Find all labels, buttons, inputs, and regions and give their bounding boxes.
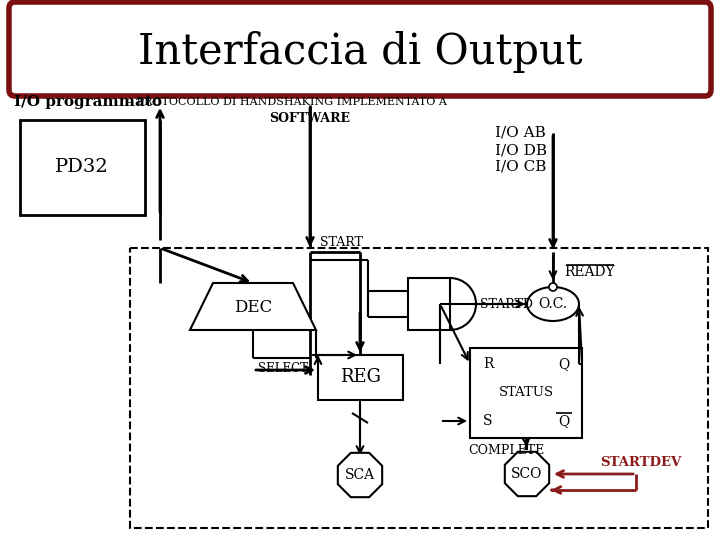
Text: DEC: DEC <box>234 299 272 315</box>
FancyBboxPatch shape <box>9 2 711 96</box>
FancyBboxPatch shape <box>20 120 145 215</box>
Text: SOFTWARE: SOFTWARE <box>269 111 351 125</box>
Text: I/O DB: I/O DB <box>495 143 547 157</box>
Text: I/O CB: I/O CB <box>495 160 546 174</box>
Circle shape <box>549 283 557 291</box>
Text: COMPLETE: COMPLETE <box>468 443 544 456</box>
Text: SCA: SCA <box>345 468 375 482</box>
Text: Q: Q <box>559 414 570 428</box>
Polygon shape <box>338 453 382 497</box>
Text: S: S <box>483 414 492 428</box>
Text: STARTDEV: STARTDEV <box>600 456 681 469</box>
Polygon shape <box>190 283 316 330</box>
Text: O.C.: O.C. <box>539 297 567 311</box>
Text: STARTD: STARTD <box>480 298 533 310</box>
Text: R: R <box>483 357 493 371</box>
Polygon shape <box>505 452 549 496</box>
FancyBboxPatch shape <box>130 248 708 528</box>
Text: START: START <box>320 237 363 249</box>
FancyBboxPatch shape <box>408 278 450 330</box>
FancyBboxPatch shape <box>318 355 403 400</box>
Text: Q: Q <box>559 357 570 371</box>
Text: READY: READY <box>564 265 616 279</box>
Text: SCO: SCO <box>511 467 543 481</box>
Text: REG: REG <box>340 368 380 386</box>
Text: Interfaccia di Output: Interfaccia di Output <box>138 31 582 73</box>
Text: – PROTOCOLLO DI HANDSHAKING IMPLEMENTATO A: – PROTOCOLLO DI HANDSHAKING IMPLEMENTATO… <box>124 97 447 107</box>
FancyBboxPatch shape <box>470 348 582 438</box>
Text: PD32: PD32 <box>55 158 109 176</box>
Text: I/O programmato: I/O programmato <box>14 95 162 109</box>
Text: STATUS: STATUS <box>498 387 554 400</box>
Ellipse shape <box>527 287 579 321</box>
Text: I/O AB: I/O AB <box>495 126 546 140</box>
Text: SELECT: SELECT <box>258 361 308 375</box>
